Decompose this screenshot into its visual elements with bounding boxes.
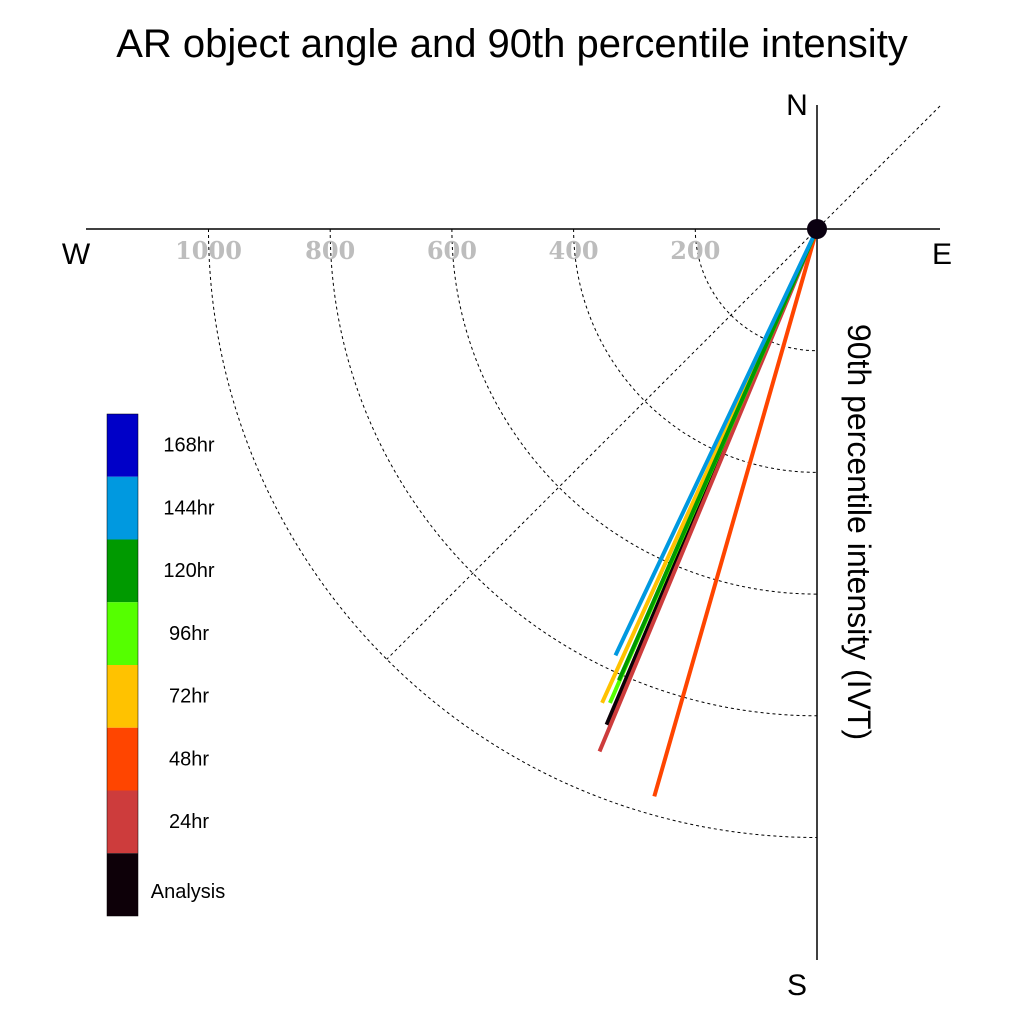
legend-swatch: [107, 727, 138, 791]
legend-label: Analysis: [151, 881, 225, 903]
vector-144hr: [613, 228, 819, 657]
legend-swatch: [107, 476, 138, 540]
legend-swatch: [107, 853, 138, 916]
radial-tick-label: 400: [549, 236, 599, 265]
radial-tick-label: 600: [427, 236, 477, 265]
legend-label: 96hr: [169, 623, 209, 645]
legend-swatch: [107, 539, 138, 603]
grid-arc: [573, 228, 818, 473]
origin-marker: [807, 219, 827, 239]
radial-tick-label: 1000: [175, 236, 242, 265]
grid-arc: [451, 228, 818, 595]
y-axis-label: 90th percentile intensity (IVT): [841, 324, 877, 740]
grid-diagonal: [386, 105, 941, 660]
legend-swatch: [107, 602, 138, 665]
compass-east: E: [932, 238, 952, 271]
vector-series: [597, 228, 819, 797]
legend-swatch: [107, 790, 138, 854]
compass-west: W: [62, 238, 91, 271]
grid-arc: [208, 228, 818, 838]
legend-label: 48hr: [169, 748, 209, 770]
compass-north: N: [786, 89, 808, 122]
vector-120hr: [617, 228, 819, 682]
legend-label: 120hr: [163, 560, 214, 582]
legend-label: 72hr: [169, 686, 209, 708]
grid-arc: [694, 228, 818, 352]
grid-arc: [329, 228, 818, 717]
radial-tick-label: 800: [305, 236, 355, 265]
radial-tick-labels: 1000 800 600 400 200: [175, 236, 720, 265]
legend-label: 168hr: [163, 435, 214, 457]
legend-swatch: [107, 665, 138, 728]
legend-label: 144hr: [163, 497, 214, 519]
radial-tick-label: 200: [670, 236, 720, 265]
legend-label: 24hr: [169, 811, 209, 833]
legend-swatch: [107, 414, 138, 477]
vector-48hr: [652, 228, 819, 797]
compass-south: S: [787, 969, 807, 1002]
color-legend: 168hr 144hr 120hr 96hr 72hr 48hr 24hr Analysis: [106, 413, 225, 917]
legend-border: [106, 413, 139, 917]
polar-grid: [208, 105, 941, 838]
chart-title: AR object angle and 90th percentile inte…: [116, 22, 908, 66]
